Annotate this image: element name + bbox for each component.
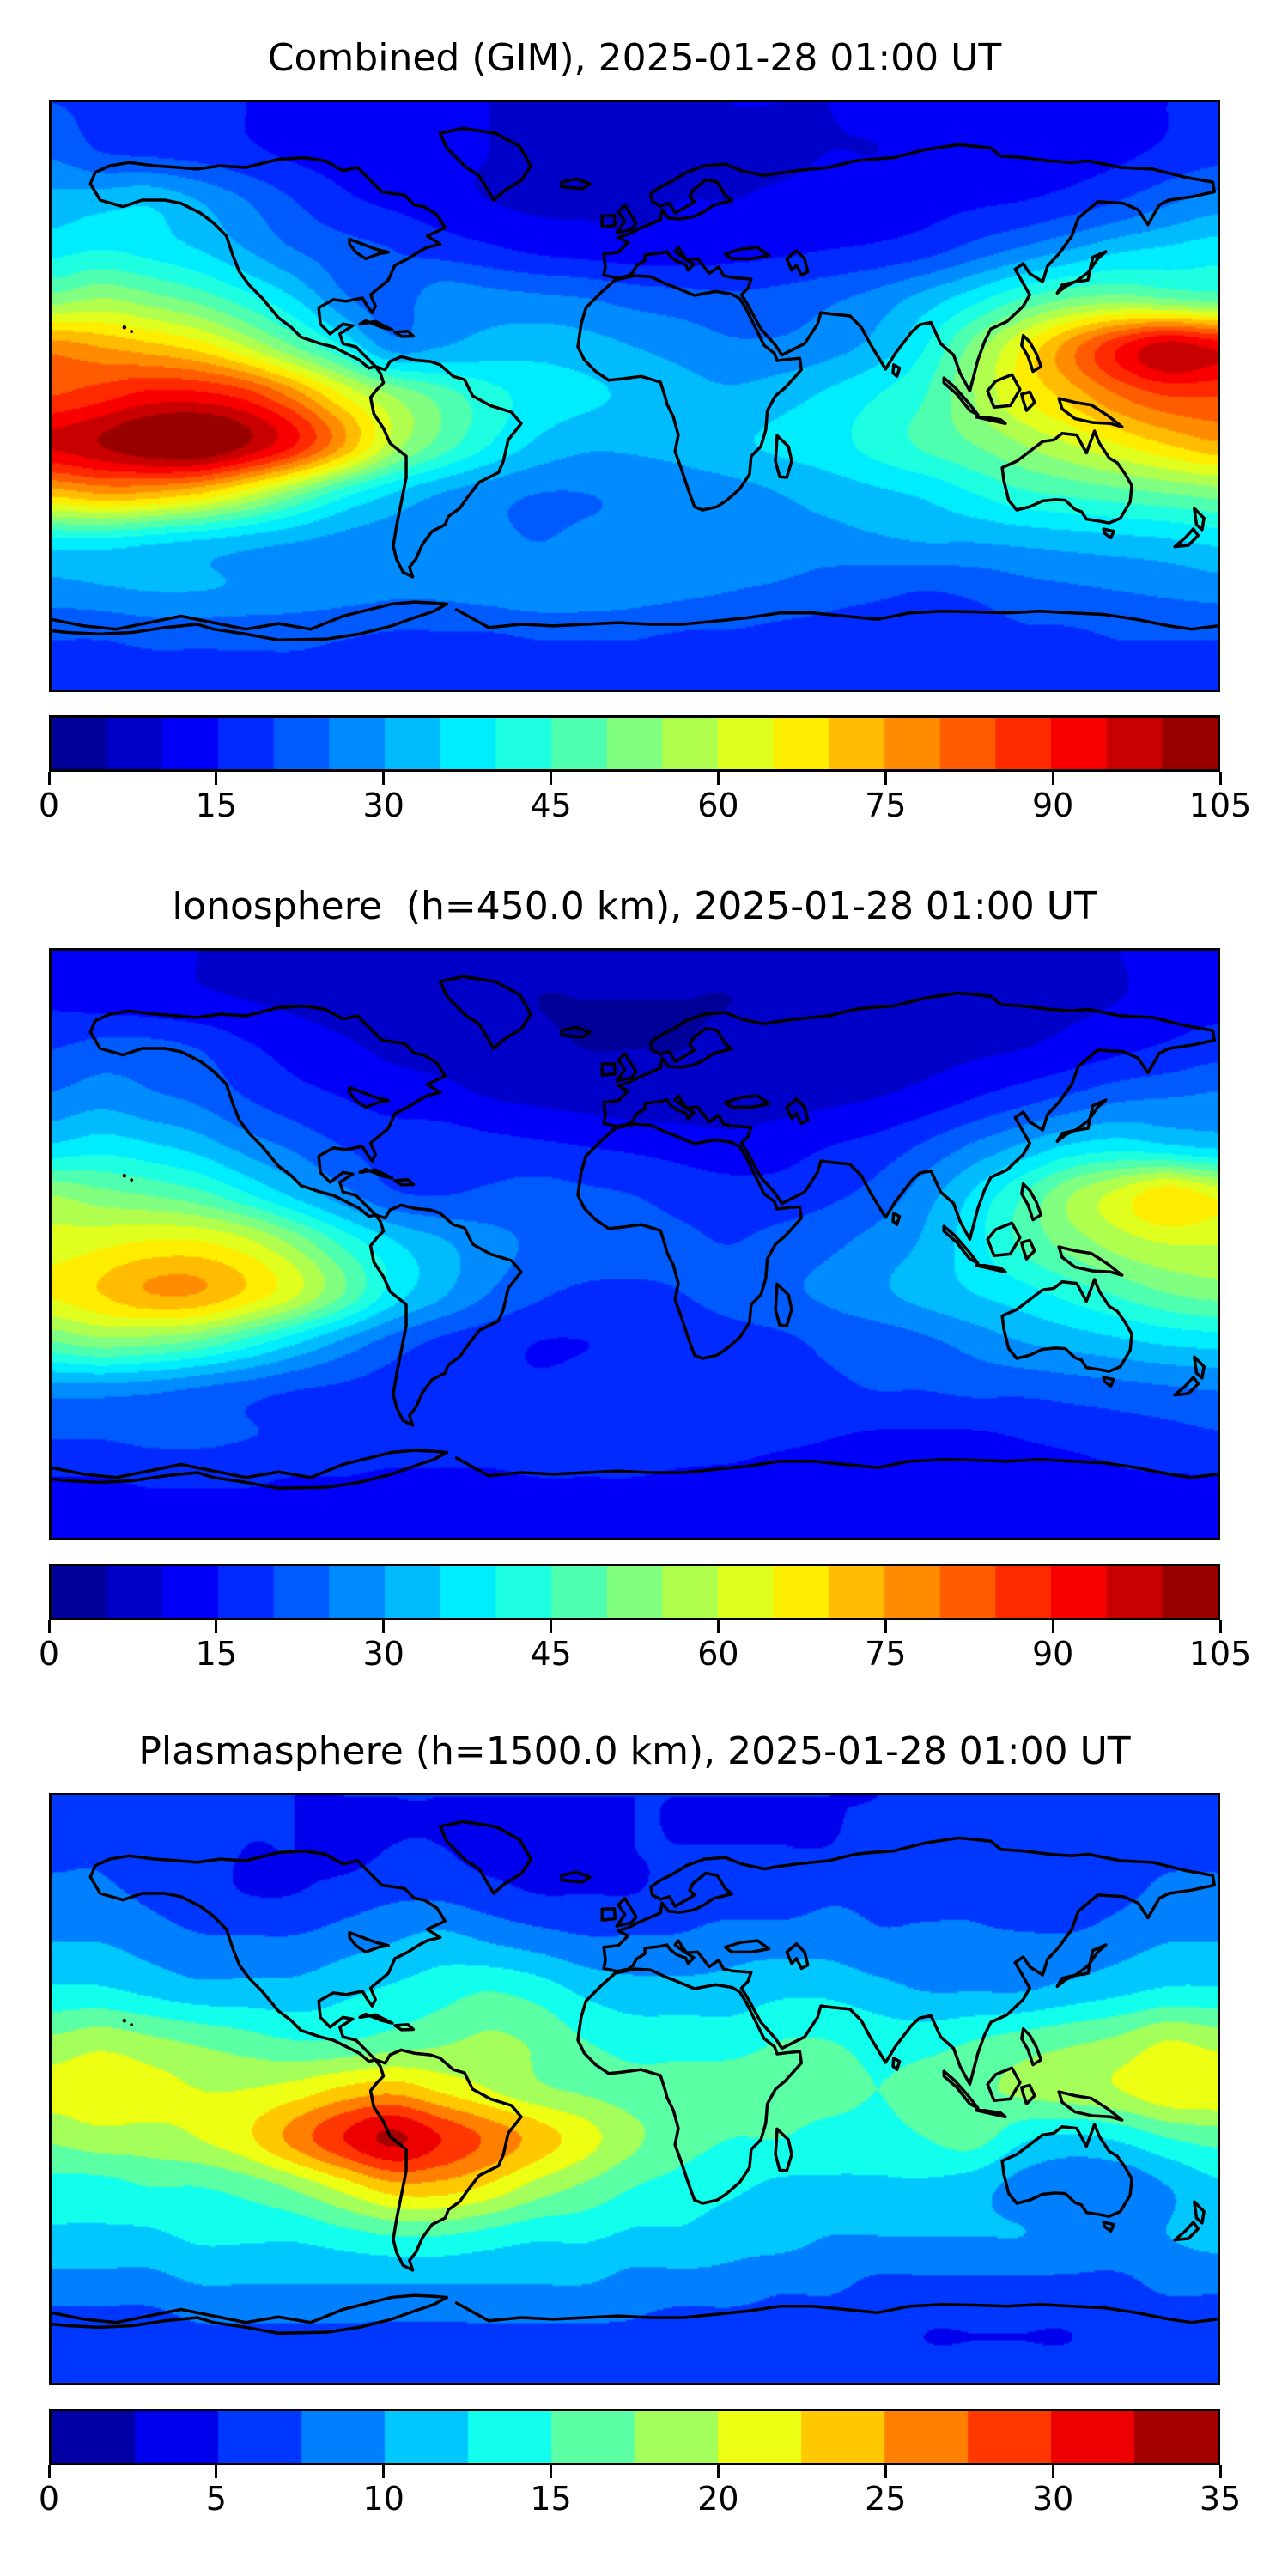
colorbar-tick-label: 35 [1199,2480,1242,2518]
colorbar-tick-mark [716,1620,720,1633]
colorbar-tick-label: 20 [697,2480,739,2518]
colorbar-tick-label: 0 [38,787,60,824]
colorbar-tick-label: 60 [697,787,739,824]
colorbar-ticks-plasmasphere: 0 5 10 15 20 25 30 35 [39,2465,1241,2543]
colorbar-tick-mark [884,2465,887,2478]
colorbar-tick-label: 15 [530,2480,572,2518]
colorbar-tick-mark [550,1620,553,1633]
colorbar-tick-mark [382,2465,386,2478]
colorbar-canvas-combined [52,718,1218,769]
colorbar-tick-label: 75 [865,1635,907,1673]
colorbar-plasmasphere [49,2409,1220,2465]
colorbar-tick-mark [215,1620,218,1633]
colorbar-tick-mark [550,2465,553,2478]
colorbar-tick-label: 30 [1031,2480,1074,2518]
colorbar-canvas-plasmasphere [52,2411,1218,2463]
colorbar-tick-mark [1218,1620,1222,1633]
tec-map-ionosphere [49,948,1220,1540]
colorbar-tick-mark [716,2465,720,2478]
colorbar-tick-label: 25 [865,2480,907,2518]
colorbar-tick-label: 30 [362,787,404,824]
colorbar-tick-label: 105 [1188,787,1252,824]
colorbar-tick-label: 45 [530,1635,572,1673]
panel-title-combined: Combined (GIM), 2025-01-28 01:00 UT [267,36,1002,80]
colorbar-tick-label: 45 [530,787,572,824]
colorbar-combined [49,715,1220,772]
colorbar-tick-mark [884,1620,887,1633]
colorbar-tick-mark [1218,772,1222,785]
colorbar-tick-mark [47,2465,51,2478]
coastlines-overlay [52,951,1218,1538]
colorbar-tick-label: 105 [1188,1635,1252,1673]
colorbar-ticks-ionosphere: 0 15 30 45 60 75 90 105 [39,1620,1251,1698]
colorbar-tick-label: 30 [362,1635,404,1673]
panel-title-ionosphere: Ionosphere (h=450.0 km), 2025-01-28 01:0… [172,884,1097,928]
colorbar-tick-label: 0 [38,2480,60,2518]
colorbar-ionosphere [49,1564,1220,1620]
panel-ionosphere: Ionosphere (h=450.0 km), 2025-01-28 01:0… [0,848,1288,1697]
coastlines-overlay [52,102,1218,690]
colorbar-tick-mark [1051,2465,1054,2478]
colorbar-tick-label: 75 [865,787,907,824]
colorbar-tick-mark [884,772,887,785]
panel-plasmasphere: Plasmasphere (h=1500.0 km), 2025-01-28 0… [0,1693,1288,2542]
colorbar-tick-label: 15 [195,1635,238,1673]
colorbar-ticks-combined: 0 15 30 45 60 75 90 105 [39,772,1251,849]
colorbar-tick-mark [550,772,553,785]
tec-map-combined [49,100,1220,692]
colorbar-tick-mark [382,1620,386,1633]
colorbar-tick-mark [1051,1620,1054,1633]
colorbar-tick-label: 90 [1031,1635,1074,1673]
colorbar-canvas-ionosphere [52,1566,1218,1618]
colorbar-tick-mark [716,772,720,785]
colorbar-tick-mark [1218,2465,1222,2478]
colorbar-tick-mark [215,2465,218,2478]
colorbar-tick-mark [215,772,218,785]
colorbar-tick-mark [47,1620,51,1633]
colorbar-tick-mark [1051,772,1054,785]
colorbar-tick-label: 10 [362,2480,404,2518]
colorbar-tick-mark [47,772,51,785]
colorbar-tick-label: 90 [1031,787,1074,824]
colorbar-tick-label: 60 [697,1635,739,1673]
colorbar-tick-mark [382,772,386,785]
colorbar-tick-label: 0 [38,1635,60,1673]
tec-map-plasmasphere [49,1793,1220,2385]
colorbar-tick-label: 15 [195,787,238,824]
panel-combined-gim: Combined (GIM), 2025-01-28 01:00 UT 0 15 3… [0,0,1288,848]
coastlines-overlay [52,1795,1218,2383]
panel-title-plasmasphere: Plasmasphere (h=1500.0 km), 2025-01-28 0… [138,1729,1131,1773]
colorbar-tick-label: 5 [205,2480,227,2518]
